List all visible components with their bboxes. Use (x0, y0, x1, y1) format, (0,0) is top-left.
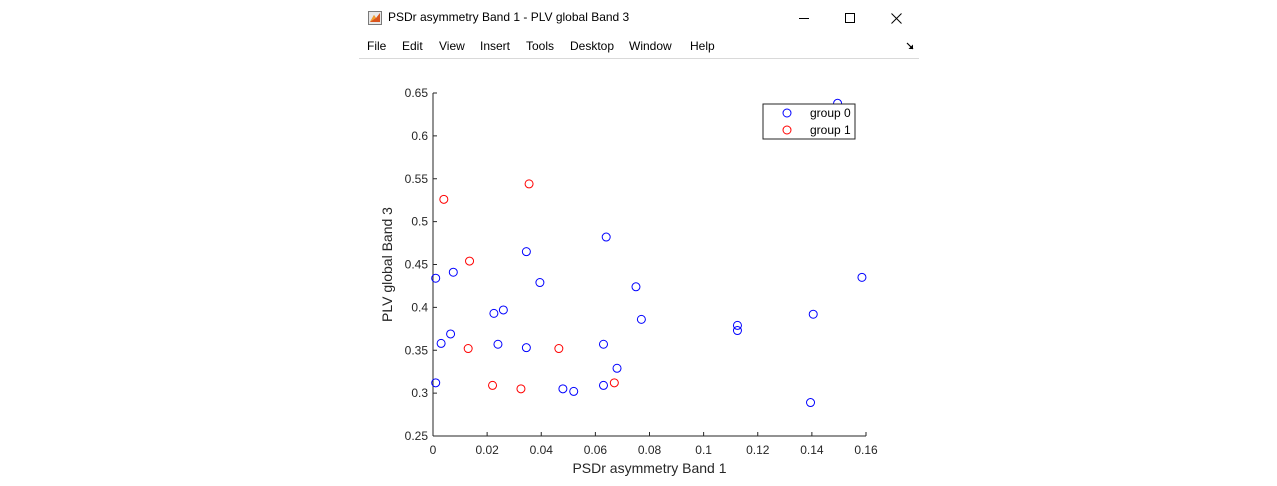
data-point-group-0 (489, 308, 499, 318)
x-tick-label: 0.14 (800, 443, 824, 457)
data-point-group-0 (498, 305, 508, 315)
y-tick-label: 0.4 (411, 300, 428, 314)
data-point-group-0 (857, 272, 867, 282)
data-point-group-0 (446, 329, 456, 339)
data-point-group-1 (439, 194, 449, 204)
legend-marker (782, 125, 792, 135)
data-point-group-0 (732, 326, 742, 336)
menu-tools[interactable]: Tools (526, 39, 555, 53)
y-tick-label: 0.3 (411, 386, 428, 400)
dock-arrow-icon[interactable] (905, 41, 915, 51)
data-point-group-0 (631, 282, 641, 292)
matlab-figure-icon (368, 11, 382, 25)
y-tick-label: 0.6 (411, 129, 428, 143)
window-title: PSDr asymmetry Band 1 - PLV global Band … (388, 10, 630, 24)
data-point-group-0 (612, 363, 622, 373)
y-tick-label: 0.45 (405, 258, 429, 272)
data-point-group-0 (601, 232, 611, 242)
legend-marker (782, 108, 792, 118)
data-point-group-0 (436, 338, 446, 348)
legend-label: group 0 (810, 106, 851, 120)
data-point-group-0 (431, 273, 441, 283)
data-point-group-0 (493, 339, 503, 349)
x-tick-label: 0.04 (530, 443, 554, 457)
data-point-group-1 (465, 256, 475, 266)
menu-insert[interactable]: Insert (480, 39, 511, 53)
data-point-group-0 (569, 386, 579, 396)
menu-bar: File Edit View Insert Tools Desktop Wind… (359, 36, 919, 59)
data-point-group-1 (554, 344, 564, 354)
minimize-icon (799, 18, 809, 19)
legend-box (762, 103, 856, 140)
menu-file[interactable]: File (367, 39, 387, 53)
x-axis-label: PSDr asymmetry Band 1 (572, 460, 726, 476)
y-tick-label: 0.5 (411, 215, 428, 229)
legend-label: group 1 (810, 123, 851, 137)
x-tick-label: 0.06 (584, 443, 608, 457)
data-point-group-1 (609, 378, 619, 388)
y-tick-label: 0.25 (405, 429, 429, 443)
menu-desktop[interactable]: Desktop (570, 39, 615, 53)
minimize-button[interactable] (781, 0, 827, 36)
data-point-group-0 (732, 320, 742, 330)
menu-window[interactable]: Window (629, 39, 672, 53)
x-tick-label: 0.02 (475, 443, 499, 457)
data-point-group-0 (521, 343, 531, 353)
x-tick-label: 0.12 (746, 443, 770, 457)
y-tick-label: 0.35 (405, 343, 429, 357)
y-tick-label: 0.55 (405, 172, 429, 186)
x-tick-label: 0.1 (695, 443, 712, 457)
data-point-group-1 (463, 344, 473, 354)
y-tick-label: 0.65 (405, 86, 429, 100)
menu-view[interactable]: View (439, 39, 465, 53)
data-points (431, 98, 867, 408)
data-point-group-1 (516, 384, 526, 394)
axes: 0 0.02 0.04 0.06 0.08 0.1 0.12 0.14 0.16 0.25 0.3 0… (379, 86, 878, 476)
maximize-icon (845, 13, 855, 23)
figure-window: PSDr asymmetry Band 1 - PLV global Band … (359, 0, 919, 486)
close-button[interactable] (873, 0, 919, 36)
data-point-group-0 (448, 267, 458, 277)
menu-edit[interactable]: Edit (402, 39, 423, 53)
data-point-group-1 (488, 380, 498, 390)
data-point-group-0 (598, 339, 608, 349)
close-icon (890, 12, 902, 24)
x-tick-label: 0 (430, 443, 437, 457)
data-point-group-0 (808, 309, 818, 319)
data-point-group-0 (558, 384, 568, 394)
x-tick-label: 0.16 (854, 443, 878, 457)
data-point-group-0 (806, 398, 816, 408)
y-axis-label: PLV global Band 3 (379, 207, 395, 322)
x-tick-label: 0.08 (638, 443, 662, 457)
data-point-group-0 (431, 378, 441, 388)
data-point-group-0 (598, 380, 608, 390)
title-bar: PSDr asymmetry Band 1 - PLV global Band … (359, 0, 919, 36)
data-point-group-1 (524, 179, 534, 189)
legend[interactable]: group 0 group 1 (762, 103, 856, 140)
data-point-group-0 (636, 314, 646, 324)
maximize-button[interactable] (827, 0, 873, 36)
data-point-group-0 (535, 278, 545, 288)
data-point-group-0 (521, 247, 531, 257)
menu-help[interactable]: Help (690, 39, 715, 53)
